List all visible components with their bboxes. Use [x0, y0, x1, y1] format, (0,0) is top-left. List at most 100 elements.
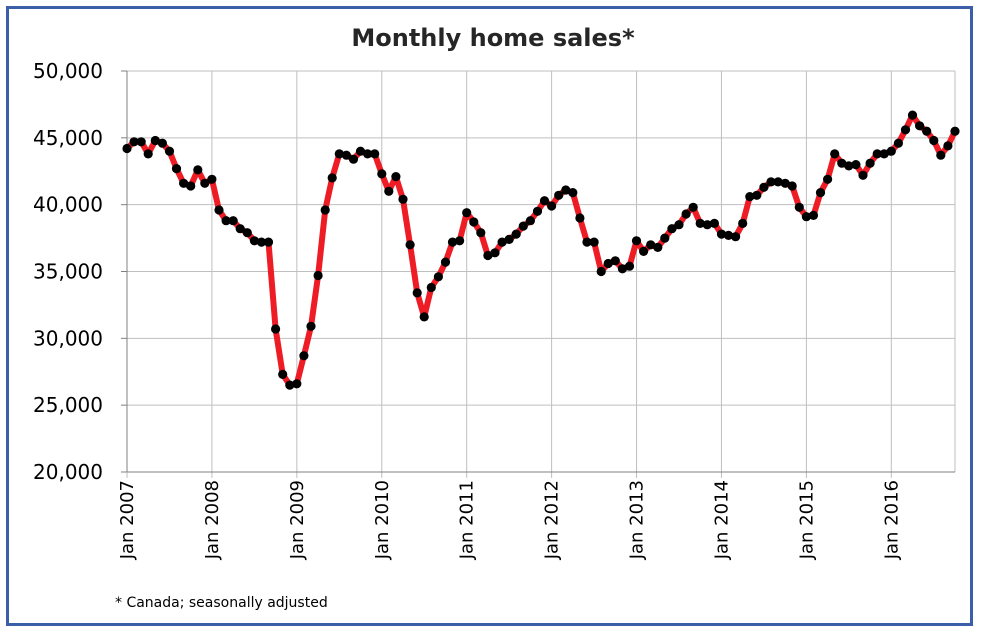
data-point	[886, 146, 896, 156]
data-point	[292, 379, 302, 389]
data-point	[256, 237, 267, 247]
y-tick-label: 50,000	[33, 59, 103, 83]
data-point	[469, 217, 479, 227]
data-point	[384, 186, 394, 196]
data-point	[547, 201, 557, 211]
data-point	[157, 138, 167, 148]
data-point	[575, 213, 585, 223]
data-point	[306, 321, 316, 331]
data-point	[681, 209, 691, 219]
data-point	[440, 257, 451, 267]
y-tick-label: 30,000	[33, 326, 103, 350]
data-point	[122, 143, 132, 154]
data-point	[171, 164, 182, 174]
data-point	[398, 194, 408, 204]
data-point	[561, 185, 571, 195]
y-tick-label: 40,000	[33, 193, 103, 217]
data-point	[900, 125, 911, 135]
data-point	[773, 177, 783, 187]
data-point	[787, 181, 797, 191]
data-point	[433, 272, 443, 282]
data-point	[497, 237, 507, 247]
data-point	[207, 174, 217, 184]
x-tick-label: Jan 2013	[627, 480, 648, 560]
y-tick-label: 35,000	[33, 260, 103, 284]
y-axis-ticks: 20,000 25,000 30,000 35,000 40,000 45,000 50,0…	[33, 59, 103, 484]
data-point	[723, 230, 734, 240]
data-point	[504, 234, 514, 244]
data-point	[143, 149, 153, 159]
data-point	[462, 208, 472, 218]
x-tick-label: Jan 2012	[542, 480, 563, 560]
data-point	[150, 135, 160, 146]
x-tick-label: Jan 2016	[881, 480, 902, 560]
data-point	[568, 188, 578, 198]
data-point	[759, 182, 769, 192]
x-tick-label: Jan 2007	[117, 480, 138, 560]
x-tick-label: Jan 2011	[457, 480, 478, 560]
data-point	[709, 218, 720, 228]
data-point	[327, 173, 337, 183]
data-point	[228, 216, 238, 226]
data-point	[858, 170, 868, 180]
data-point	[865, 158, 875, 168]
x-tick-label: Jan 2015	[796, 480, 817, 560]
data-point	[603, 258, 613, 269]
data-point	[334, 149, 344, 159]
data-point	[624, 261, 635, 271]
data-point	[646, 240, 656, 250]
data-point	[214, 205, 224, 215]
data-point	[915, 121, 925, 131]
data-point	[745, 192, 755, 202]
data-point	[263, 237, 274, 247]
y-tick-label: 25,000	[33, 393, 103, 417]
data-point	[235, 224, 245, 234]
data-point	[596, 266, 606, 277]
data-point	[702, 220, 712, 230]
data-point	[830, 149, 840, 159]
data-point	[405, 240, 415, 250]
data-point	[554, 190, 564, 200]
data-point	[844, 161, 854, 171]
data-point	[837, 158, 847, 168]
data-point	[186, 181, 196, 191]
chart-frame	[6, 6, 973, 626]
data-point	[348, 154, 359, 164]
data-point	[766, 177, 776, 187]
data-point	[610, 256, 620, 266]
data-point	[539, 196, 550, 206]
chart-footnote: * Canada; seasonally adjusted	[115, 595, 328, 611]
data-point	[688, 202, 698, 212]
data-point	[278, 369, 288, 379]
data-point	[532, 206, 543, 216]
x-tick-label: Jan 2009	[287, 480, 308, 560]
data-point	[907, 110, 918, 120]
x-tick-label: Jan 2010	[372, 480, 393, 560]
data-point	[271, 324, 281, 334]
y-tick-label: 45,000	[33, 126, 103, 150]
data-point	[893, 138, 904, 148]
data-point	[525, 216, 536, 226]
data-point	[922, 126, 932, 136]
data-point	[511, 229, 521, 239]
data-point	[426, 282, 436, 293]
data-point	[490, 248, 500, 258]
x-axis-ticks: Jan 2007 Jan 2008 Jan 2009 Jan 2010 Jan 2011…	[117, 480, 902, 560]
data-point	[136, 137, 146, 147]
data-point	[582, 237, 592, 247]
data-point	[617, 264, 628, 274]
data-point	[299, 351, 309, 361]
data-point	[355, 146, 366, 156]
data-point	[193, 165, 203, 175]
data-point	[370, 149, 380, 159]
x-tick-label: Jan 2014	[711, 480, 732, 560]
data-point	[872, 149, 882, 159]
data-point	[129, 137, 139, 147]
data-point	[391, 172, 401, 182]
data-point	[667, 224, 677, 234]
data-point	[794, 202, 804, 212]
data-point	[929, 135, 939, 146]
data-point	[363, 149, 373, 159]
data-point	[476, 228, 486, 238]
